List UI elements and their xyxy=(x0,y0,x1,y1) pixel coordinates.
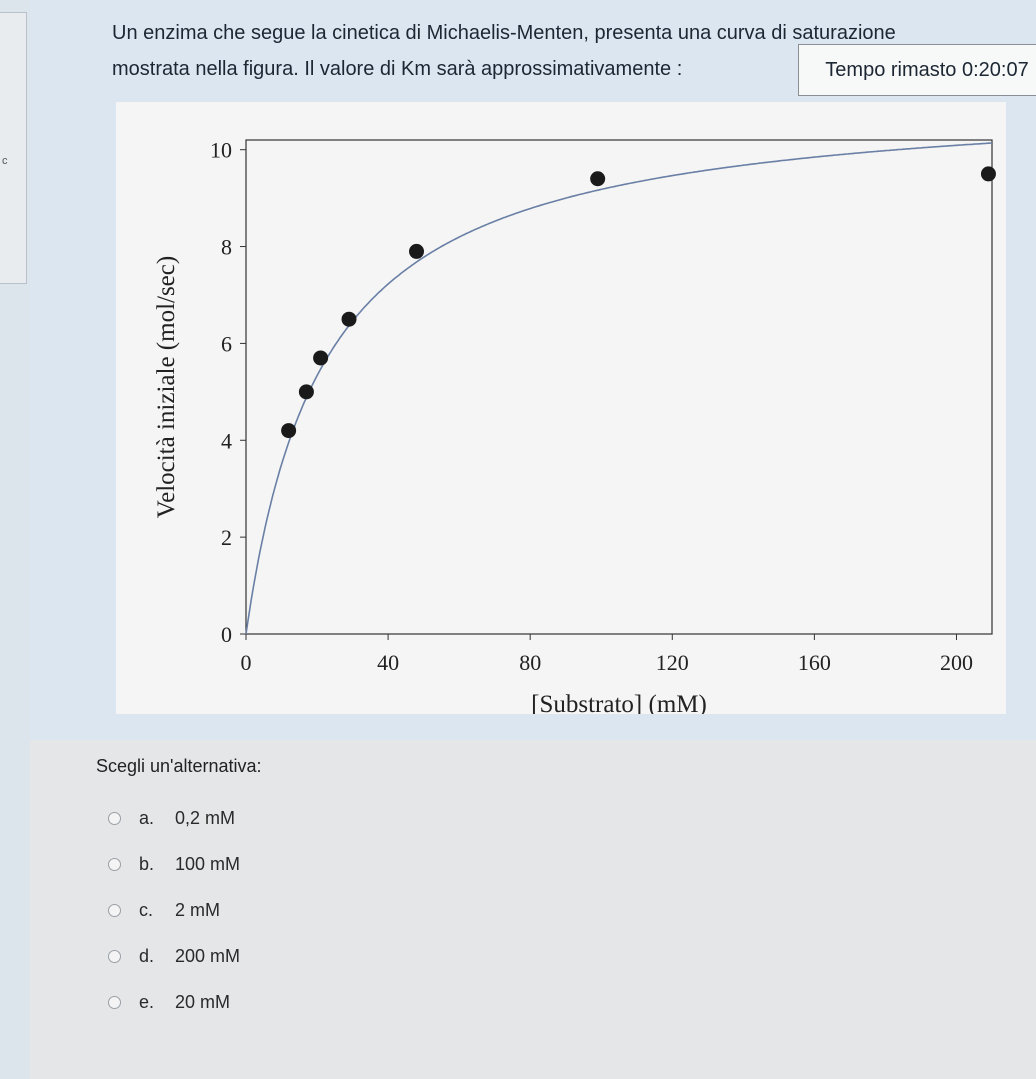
y-tick-label: 0 xyxy=(221,622,232,647)
data-point xyxy=(341,311,357,327)
data-point xyxy=(590,171,606,187)
answer-letter: a. xyxy=(139,807,155,828)
x-tick-label: 120 xyxy=(656,650,689,675)
answer-option-d[interactable]: d. 200 mM xyxy=(108,933,240,979)
answer-option-c[interactable]: c. 2 mM xyxy=(108,887,240,933)
answer-option-e[interactable]: e. 20 mM xyxy=(108,979,240,1025)
left-nav-marker: c xyxy=(2,155,8,167)
x-axis-label: [Substrato] (mM) xyxy=(531,691,707,714)
data-point xyxy=(281,423,297,439)
answer-text: 0,2 mM xyxy=(175,807,236,828)
x-tick-label: 160 xyxy=(798,650,831,675)
radio-button-e[interactable] xyxy=(108,995,121,1009)
x-tick-label: 200 xyxy=(940,650,973,675)
radio-button-b[interactable] xyxy=(108,857,121,871)
y-axis-label: Velocità iniziale (mol/sec) xyxy=(153,256,180,518)
radio-button-a[interactable] xyxy=(108,811,121,825)
chart-svg: 0 40 80 120 160 200 0 2 4 6 8 10 [Substrato] (mM) Vel… xyxy=(153,138,996,714)
data-point xyxy=(313,350,329,366)
left-nav-panel: c xyxy=(0,0,30,1079)
y-tick-label: 10 xyxy=(210,138,232,163)
radio-button-c[interactable] xyxy=(108,903,121,917)
y-tick-label: 2 xyxy=(221,525,232,550)
y-tick-label: 8 xyxy=(221,235,232,260)
question-area: Un enzima che segue la cinetica di Micha… xyxy=(30,0,1036,740)
answer-letter: d. xyxy=(139,945,155,966)
data-point xyxy=(980,166,996,182)
answer-list: a. 0,2 mM b. 100 mM c. 2 mM d. 200 mM e.… xyxy=(108,795,240,1025)
question-line-1: Un enzima che segue la cinetica di Micha… xyxy=(112,22,896,44)
chart-figure: 0 40 80 120 160 200 0 2 4 6 8 10 [Substrato] (mM) Vel… xyxy=(116,102,1006,714)
answer-letter: c. xyxy=(139,899,154,920)
y-tick-label: 4 xyxy=(221,428,232,453)
x-tick-label: 40 xyxy=(377,650,399,675)
radio-button-d[interactable] xyxy=(108,949,121,963)
answer-option-b[interactable]: b. 100 mM xyxy=(108,841,240,887)
question-text: Un enzima che segue la cinetica di Micha… xyxy=(112,15,992,87)
answer-letter: e. xyxy=(139,991,155,1012)
answer-text: 200 mM xyxy=(175,945,241,966)
x-tick-label: 80 xyxy=(519,650,541,675)
question-line-2: mostrata nella figura. Il valore di Km s… xyxy=(112,58,683,80)
data-point xyxy=(409,243,425,259)
answer-letter: b. xyxy=(139,853,155,874)
plot-frame xyxy=(245,139,993,635)
answer-text: 20 mM xyxy=(175,991,231,1012)
x-tick-label: 0 xyxy=(241,650,252,675)
data-point xyxy=(298,384,314,400)
left-nav-box: c xyxy=(0,12,27,284)
answer-text: 100 mM xyxy=(175,853,241,874)
time-remaining: Tempo rimasto 0:20:07 xyxy=(798,44,1036,96)
answer-option-a[interactable]: a. 0,2 mM xyxy=(108,795,240,841)
michaelis-menten-curve xyxy=(245,142,993,635)
y-tick-label: 6 xyxy=(221,331,232,356)
answer-text: 2 mM xyxy=(175,899,220,920)
answer-prompt: Scegli un'alternativa: xyxy=(96,756,262,776)
